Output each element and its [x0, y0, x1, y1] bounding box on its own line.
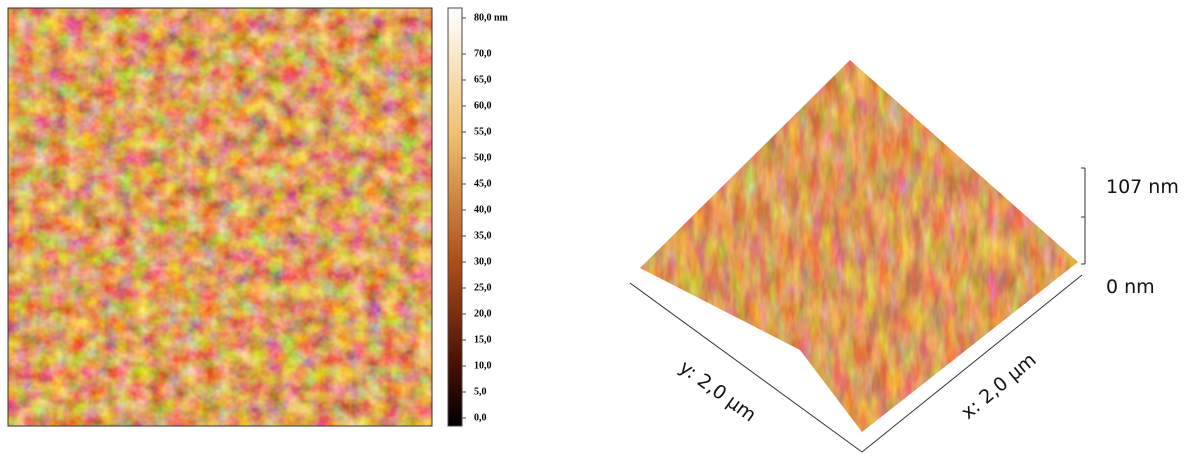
colorbar-label: 65,0: [474, 74, 492, 85]
afm-border: [7, 7, 433, 427]
colorbar-label: 20,0: [474, 308, 492, 319]
colorbar-label: 25,0: [474, 282, 492, 293]
colorbar-label: 55,0: [474, 126, 492, 137]
colorbar-label: 80,0 nm: [474, 12, 509, 23]
colorbar-label: 30,0: [474, 256, 492, 267]
axis-line: [629, 282, 863, 453]
colorbar-label: 70,0: [474, 48, 492, 59]
height-bottom: 0 nm: [1106, 276, 1155, 298]
colorbar-label: 35,0: [474, 230, 492, 241]
colorbar-label: 40,0: [474, 204, 492, 215]
axis-line: [861, 274, 1083, 453]
colorbar-label: 15,0: [474, 334, 492, 345]
afm-map: [8, 8, 432, 426]
colorbar-labels: 80,0 nm 70,0 65,0 60,0 55,0 50,0 45,0 40,0 35,0 3…: [462, 12, 509, 423]
height-top: 107 nm: [1106, 176, 1179, 198]
colorbar-label: 5,0: [474, 386, 487, 397]
colorbar-label: 10,0: [474, 360, 492, 371]
colorbar-label: 50,0: [474, 152, 492, 163]
colorbar: [447, 7, 463, 427]
colorbar-label: 45,0: [474, 178, 492, 189]
colorbar-label: 0,0: [474, 412, 487, 423]
x-axis-label: x: 2,0 µm: [957, 349, 1041, 424]
colorbar-label: 60,0: [474, 100, 492, 111]
y-axis-label: y: 2,0 µm: [675, 356, 760, 426]
